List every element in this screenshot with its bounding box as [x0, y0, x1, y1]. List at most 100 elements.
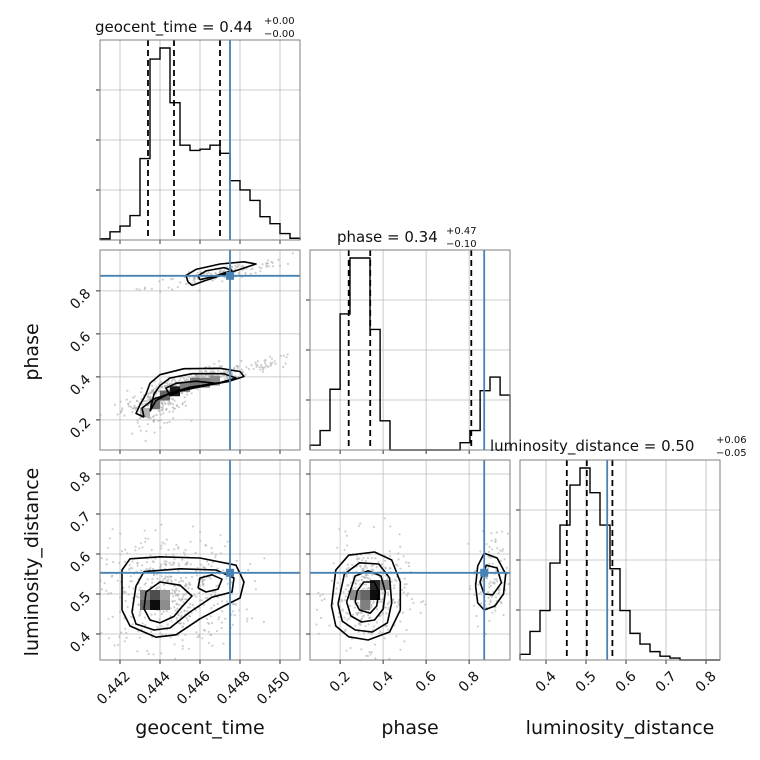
panel-geocent-time-vs-luminosity-distance-sample [211, 551, 214, 554]
panel-geocent-time-vs-phase-sample [113, 403, 117, 406]
panel-geocent-time-vs-luminosity-distance-sample [131, 560, 134, 563]
xtick-label-geocent-time-4: 0.450 [254, 668, 294, 708]
panel-geocent-time-vs-luminosity-distance-density-cell-2 [150, 590, 160, 600]
panel-geocent-time-vs-luminosity-distance-sample [175, 603, 178, 606]
panel-geocent-time-vs-luminosity-distance-sample [178, 590, 181, 593]
panel-geocent-time-vs-phase-sample [261, 263, 264, 266]
panel-phase-vs-luminosity-distance-sample [469, 588, 472, 591]
panel-geocent-time-vs-luminosity-distance-sample [195, 574, 199, 577]
panel-geocent-time-vs-phase-sample [260, 365, 264, 369]
panel-geocent-time-vs-phase-sample [267, 265, 270, 268]
panel-geocent-time-vs-phase-sample [250, 364, 253, 367]
panel-geocent-time-vs-phase-sample [173, 399, 176, 402]
panel-geocent-time-vs-luminosity-distance-sample [186, 619, 189, 622]
panel-geocent-time-vs-luminosity-distance-sample [120, 631, 123, 634]
panel-geocent-time-vs-phase-sample [224, 378, 227, 381]
panel-geocent-time-vs-phase-sample [149, 417, 152, 420]
panel-geocent-time-vs-phase-sample [140, 391, 143, 394]
panel-geocent-time-vs-phase-sample [220, 375, 223, 378]
panel-geocent-time-vs-phase-sample [198, 289, 201, 292]
panel-geocent-time-vs-luminosity-distance-sample [201, 580, 204, 583]
panel-geocent-time-vs-phase-sample [134, 408, 137, 411]
panel-geocent-time-vs-phase-sample [178, 379, 181, 382]
panel-geocent-time-vs-luminosity-distance-sample [171, 588, 174, 592]
panel-phase-vs-luminosity-distance-sample [393, 601, 396, 604]
panel-geocent-time-vs-phase-sample [126, 389, 129, 392]
panel-phase-vs-luminosity-distance-sample [490, 539, 493, 542]
panel-geocent-time-vs-luminosity-distance-sample [233, 603, 236, 606]
panel-phase-vs-luminosity-distance-sample [386, 602, 389, 606]
panel-phase-vs-luminosity-distance-sample [330, 579, 333, 582]
panel-geocent-time-vs-phase-sample [259, 270, 262, 273]
panel-geocent-time-vs-luminosity-distance-sample [111, 615, 114, 618]
panel-geocent-time-vs-phase-sample [168, 420, 171, 423]
panel-geocent-time-vs-luminosity-distance-sample [173, 606, 176, 609]
panel-geocent-time-vs-luminosity-distance-sample [147, 537, 150, 540]
panel-geocent-time-vs-phase-sample [186, 393, 189, 396]
panel-geocent-time-vs-luminosity-distance-sample [119, 532, 122, 535]
panel-geocent-time-vs-luminosity-distance-sample [196, 636, 199, 639]
panel-phase-vs-luminosity-distance-sample [348, 604, 352, 607]
panel-phase-vs-luminosity-distance-sample [354, 624, 357, 627]
panel-phase-vs-luminosity-distance-sample [412, 601, 415, 604]
panel-geocent-time-vs-phase-sample [271, 361, 274, 364]
panel-geocent-time-vs-phase-sample [255, 363, 258, 366]
panel-geocent-time-vs-phase-sample [163, 421, 166, 424]
panel-geocent-time-vs-luminosity-distance-sample [215, 585, 218, 588]
panel-geocent-time-vs-phase-sample [159, 290, 162, 293]
panel-geocent-time-vs-luminosity-distance-sample [201, 599, 204, 602]
panel-phase-vs-luminosity-distance-sample [399, 567, 402, 570]
panel-geocent-time-vs-luminosity-distance-sample [254, 588, 257, 591]
panel-phase-vs-luminosity-distance-sample [344, 595, 347, 598]
panel-phase-vs-luminosity-distance-sample [345, 568, 348, 571]
panel-phase-vs-luminosity-distance-sample [358, 604, 361, 607]
panel-geocent-time-vs-luminosity-distance-sample [64, 584, 66, 586]
panel-phase-vs-luminosity-distance-sample [419, 611, 422, 615]
panel-phase-vs-luminosity-distance-sample [384, 567, 387, 570]
panel-geocent-time-vs-phase-sample [138, 425, 141, 428]
panel-geocent-time-vs-luminosity-distance-sample [91, 608, 93, 610]
panel-phase-vs-luminosity-distance-sample [496, 580, 499, 583]
xtick-label-luminosity-distance-3: 0.7 [653, 668, 680, 695]
title-phase: phase = 0.34 +0.47 −0.10 [337, 226, 477, 250]
panel-phase-vs-luminosity-distance-sample [343, 616, 346, 619]
panel-geocent-time-vs-phase-sample [182, 377, 185, 380]
panel-geocent-time-vs-phase-sample [158, 410, 161, 413]
panel-phase-vs-luminosity-distance-sample [502, 613, 505, 617]
panel-phase-vs-luminosity-distance-sample [361, 559, 364, 562]
panel-geocent-time-vs-phase-density-cell-7 [140, 407, 150, 418]
panel-geocent-time-vs-luminosity-distance-sample [207, 563, 210, 566]
panel-geocent-time-vs-phase-sample [264, 363, 267, 366]
panel-geocent-time-vs-luminosity-distance-sample [180, 614, 183, 617]
panel-geocent-time-vs-phase-sample [192, 277, 196, 280]
panel-geocent-time-vs-phase-sample [263, 359, 266, 362]
panel-geocent-time-vs-phase-sample [172, 403, 175, 406]
panel-geocent-time-vs-luminosity-distance-sample [171, 563, 174, 567]
panel-geocent-time-vs-phase-sample [208, 365, 211, 368]
panel-geocent-time-vs-luminosity-distance-sample [161, 579, 164, 582]
panel-geocent-time-vs-luminosity-distance-sample [189, 563, 192, 566]
panel-geocent-time-vs-luminosity-distance-sample [205, 560, 209, 563]
panel-phase-vs-luminosity-distance-sample [476, 625, 480, 628]
panel-geocent-time-vs-phase-sample [150, 287, 153, 290]
panel-phase-vs-luminosity-distance-sample [387, 608, 390, 611]
panel-geocent-time-vs-luminosity-distance-sample [161, 541, 164, 544]
hist-luminosity-distance-grid [520, 460, 720, 660]
panel-geocent-time-vs-luminosity-distance-sample [131, 623, 134, 626]
panel-geocent-time-vs-luminosity-distance-sample [160, 544, 163, 547]
panel-geocent-time-vs-phase-sample [254, 271, 257, 274]
panel-geocent-time-vs-luminosity-distance-contour-3 [197, 573, 223, 593]
panel-geocent-time-vs-luminosity-distance-sample [190, 575, 194, 579]
panel-geocent-time-vs-luminosity-distance-sample [219, 534, 222, 537]
panel-geocent-time-vs-luminosity-distance-sample [166, 575, 169, 579]
panel-phase-vs-luminosity-distance-sample [397, 552, 400, 555]
panel-phase-vs-luminosity-distance-sample [347, 612, 350, 615]
panel-phase-vs-luminosity-distance-sample [359, 564, 362, 567]
panel-phase-vs-luminosity-distance-sample [491, 562, 494, 565]
panel-geocent-time-vs-luminosity-distance-sample [189, 540, 192, 543]
panel-geocent-time-vs-phase-sample [136, 421, 139, 424]
panel-geocent-time-vs-luminosity-distance-sample [199, 563, 203, 566]
panel-geocent-time-vs-luminosity-distance-sample [169, 563, 172, 566]
panel-phase-vs-luminosity-distance-sample [368, 617, 371, 620]
panel-phase-vs-luminosity-distance-sample [489, 556, 492, 559]
